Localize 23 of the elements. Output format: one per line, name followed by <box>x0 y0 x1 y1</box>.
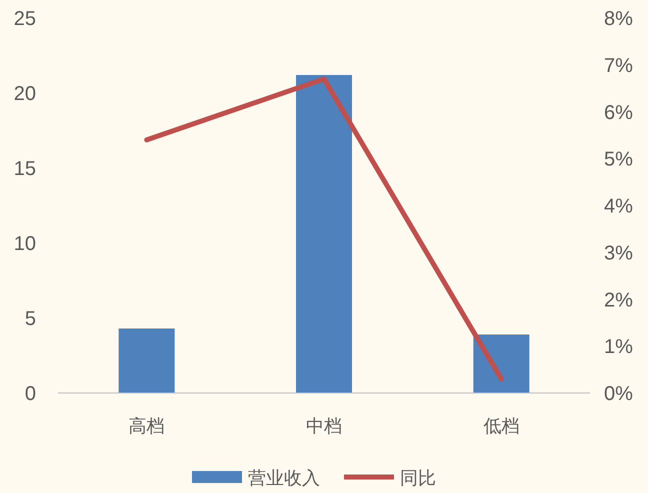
legend-label: 同比 <box>400 468 436 488</box>
x-tick-label: 中档 <box>306 416 342 436</box>
y2-tick-label: 5% <box>604 148 634 171</box>
bar <box>296 75 352 393</box>
y-tick-label: 20 <box>14 83 36 105</box>
y2-tick-label: 2% <box>604 289 634 312</box>
y-tick-label: 25 <box>14 8 36 30</box>
x-tick-label: 高档 <box>128 416 165 436</box>
bar <box>118 328 175 393</box>
y2-tick-label: 4% <box>604 196 634 218</box>
y2-tick-label: 0% <box>604 383 634 405</box>
y2-tick-label: 3% <box>604 242 634 264</box>
x-tick-label: 低档 <box>483 416 520 436</box>
bar <box>473 334 530 393</box>
y-tick-label: 15 <box>14 158 36 180</box>
y2-tick-label: 8% <box>604 8 634 30</box>
y-tick-label: 10 <box>14 233 36 255</box>
y-tick-label: 5 <box>24 308 36 330</box>
legend-label: 营业收入 <box>248 468 320 488</box>
y-tick-label: 0 <box>24 383 36 405</box>
y2-tick-label: 7% <box>604 54 634 77</box>
y2-tick-label: 6% <box>604 102 634 124</box>
y2-tick-label: 1% <box>604 336 634 358</box>
